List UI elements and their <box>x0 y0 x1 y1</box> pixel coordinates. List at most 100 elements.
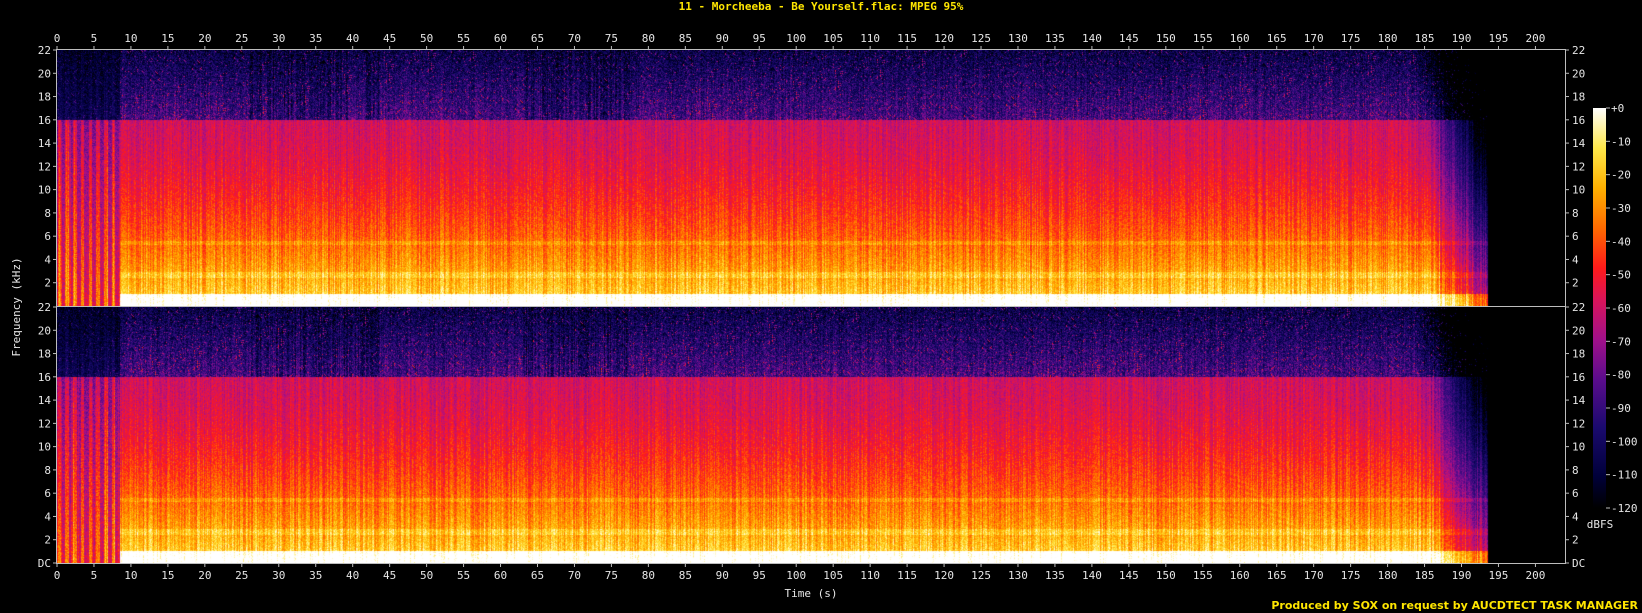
colorbar-label: dBFS <box>1587 518 1614 531</box>
x-tick-bottom-label: 155 <box>1193 569 1213 582</box>
x-tick-bottom-label: 100 <box>786 569 806 582</box>
x-tick-top-label: 5 <box>91 32 98 45</box>
x-tick-top-label: 130 <box>1008 32 1028 45</box>
x-tick-bottom-label: 25 <box>235 569 248 582</box>
x-tick-top-label: 30 <box>272 32 285 45</box>
y-tick-left-label: 14 <box>38 137 52 150</box>
x-tick-bottom-label: 105 <box>823 569 843 582</box>
channel-2-spectrogram <box>57 307 1565 563</box>
y-tick-left-label: 12 <box>38 160 51 173</box>
x-tick-top-label: 65 <box>531 32 544 45</box>
x-tick-top-label: 100 <box>786 32 806 45</box>
y-tick-right-label: 2 <box>1572 534 1579 547</box>
x-axis-top: 0 5 10 15 20 25 30 35 40 45 50 55 60 65 70 75 80 85 90 95 10… <box>54 32 1545 50</box>
y-tick-right-label: 12 <box>1572 417 1585 430</box>
x-tick-bottom-label: 200 <box>1525 569 1545 582</box>
y-tick-right-label: 22 <box>1572 301 1585 314</box>
x-tick-top-label: 105 <box>823 32 843 45</box>
x-tick-bottom-label: 185 <box>1415 569 1435 582</box>
colorbar-tick-label: -100 <box>1611 435 1638 448</box>
x-tick-bottom-label: 35 <box>309 569 322 582</box>
y-tick-left-label: 10 <box>38 184 51 197</box>
x-tick-top-label: 165 <box>1267 32 1287 45</box>
y-tick-left-label: DC <box>38 557 51 570</box>
y-tick-left-label: 14 <box>38 394 52 407</box>
x-tick-bottom-label: 85 <box>679 569 692 582</box>
channel-1-spectrogram <box>57 50 1565 306</box>
colorbar-tick-label: -20 <box>1611 169 1631 182</box>
x-tick-top-label: 40 <box>346 32 359 45</box>
y-tick-right-label: 14 <box>1572 394 1586 407</box>
colorbar-tick-label: -50 <box>1611 269 1631 282</box>
x-tick-bottom-label: 45 <box>383 569 396 582</box>
x-tick-bottom-label: 140 <box>1082 569 1102 582</box>
x-tick-top-label: 95 <box>753 32 766 45</box>
x-tick-bottom-label: 50 <box>420 569 433 582</box>
y-tick-left-label: 8 <box>44 207 51 220</box>
x-tick-top-label: 115 <box>897 32 917 45</box>
x-tick-bottom-label: 0 <box>54 569 61 582</box>
y-tick-left-label: 6 <box>44 230 51 243</box>
y-tick-left-label: 2 <box>44 534 51 547</box>
x-tick-top-label: 90 <box>716 32 729 45</box>
y-tick-left-label: 16 <box>38 371 51 384</box>
y-tick-left-label: 20 <box>38 324 51 337</box>
x-tick-bottom-label: 65 <box>531 569 544 582</box>
y-tick-right-label: 6 <box>1572 230 1579 243</box>
x-tick-top-label: 70 <box>568 32 581 45</box>
x-tick-top-label: 45 <box>383 32 396 45</box>
y-tick-left-label: 6 <box>44 487 51 500</box>
y-tick-left-label: 8 <box>44 464 51 477</box>
x-axis-label: Time (s) <box>785 587 838 600</box>
colorbar-tick-label: -120 <box>1611 502 1638 515</box>
x-tick-bottom-label: 55 <box>457 569 470 582</box>
x-tick-bottom-label: 15 <box>161 569 174 582</box>
x-tick-bottom-label: 115 <box>897 569 917 582</box>
x-tick-bottom-label: 70 <box>568 569 581 582</box>
y-tick-left-label: 22 <box>38 44 51 57</box>
x-tick-top-label: 125 <box>971 32 991 45</box>
x-tick-top-label: 150 <box>1156 32 1176 45</box>
x-tick-top-label: 60 <box>494 32 507 45</box>
x-tick-bottom-label: 5 <box>91 569 98 582</box>
x-tick-top-label: 155 <box>1193 32 1213 45</box>
x-tick-bottom-label: 90 <box>716 569 729 582</box>
x-axis-bottom: 0 5 10 15 20 25 30 35 40 45 50 55 60 65 70 75 80 85 90 95 10… <box>54 563 1545 582</box>
x-tick-bottom-label: 60 <box>494 569 507 582</box>
y-tick-right-label: 16 <box>1572 114 1585 127</box>
y-tick-right-label: 22 <box>1572 44 1585 57</box>
x-tick-top-label: 180 <box>1378 32 1398 45</box>
x-tick-bottom-label: 170 <box>1304 569 1324 582</box>
y-tick-left-label: 16 <box>38 114 51 127</box>
colorbar-tick-label: -10 <box>1611 135 1631 148</box>
y-tick-left-label: 20 <box>38 67 51 80</box>
y-tick-right-label: 14 <box>1572 137 1586 150</box>
colorbar-tick-label: -70 <box>1611 335 1631 348</box>
x-tick-top-label: 145 <box>1119 32 1139 45</box>
colorbar-ticks: +0 -10 -20 -30 -40 -50 -60 -70 -80 -90 -100 -110 -12… <box>1606 102 1638 515</box>
colorbar-tick-label: -60 <box>1611 302 1631 315</box>
y-tick-left-label: 4 <box>44 510 51 523</box>
x-tick-bottom-label: 120 <box>934 569 954 582</box>
y-tick-left-label: 2 <box>44 277 51 290</box>
x-tick-bottom-label: 180 <box>1378 569 1398 582</box>
x-tick-bottom-label: 130 <box>1008 569 1028 582</box>
y-tick-right-label: DC <box>1572 557 1585 570</box>
y-tick-right-label: 10 <box>1572 184 1585 197</box>
x-tick-top-label: 85 <box>679 32 692 45</box>
y-tick-right-label: 8 <box>1572 464 1579 477</box>
x-tick-top-label: 75 <box>605 32 618 45</box>
x-tick-bottom-label: 150 <box>1156 569 1176 582</box>
x-tick-top-label: 135 <box>1045 32 1065 45</box>
y-tick-left-label: 18 <box>38 348 51 361</box>
x-tick-bottom-label: 30 <box>272 569 285 582</box>
y-tick-right-label: 10 <box>1572 441 1585 454</box>
x-tick-bottom-label: 20 <box>198 569 211 582</box>
y-tick-right-label: 18 <box>1572 91 1585 104</box>
y-tick-left-label: 4 <box>44 253 51 266</box>
y-tick-left-label: 12 <box>38 417 51 430</box>
y-tick-right-label: 6 <box>1572 487 1579 500</box>
x-tick-bottom-label: 125 <box>971 569 991 582</box>
y-tick-left-label: 18 <box>38 91 51 104</box>
